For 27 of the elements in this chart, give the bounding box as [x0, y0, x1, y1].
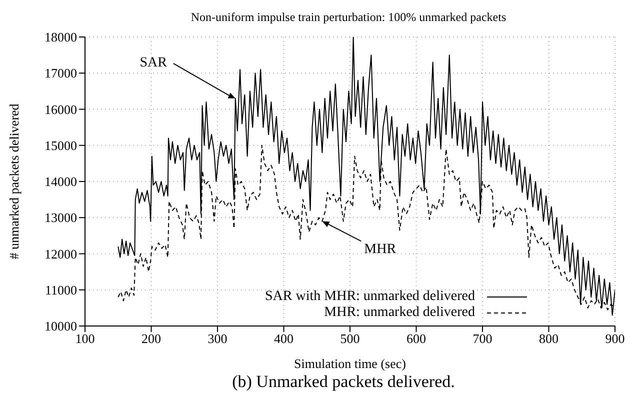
y-tick-label: 12000	[44, 246, 77, 262]
x-tick-label: 800	[539, 331, 558, 346]
y-tick-label: 17000	[44, 66, 77, 81]
y-tick-label: 18000	[44, 30, 77, 45]
x-tick-label: 900	[605, 331, 625, 346]
y-tick-label: 11000	[44, 282, 77, 298]
x-tick-label: 600	[406, 331, 426, 346]
x-tick-label: 400	[274, 331, 294, 346]
y-tick-label: 15000	[44, 138, 77, 153]
x-tick-label: 700	[472, 331, 492, 346]
x-tick-label: 200	[142, 331, 161, 346]
annotation: MHR	[364, 242, 397, 258]
y-tick-label: 10000	[44, 318, 77, 334]
annotation: SAR	[140, 55, 168, 70]
legend-label: SAR with MHR: unmarked delivered	[265, 289, 475, 305]
x-axis-title: Simulation time (sec)	[294, 356, 406, 371]
x-tick-label: 500	[340, 331, 360, 346]
legend-label: MHR: unmarked delivered	[324, 305, 475, 321]
y-tick-label: 13000	[44, 210, 77, 226]
y-tick-label: 16000	[44, 102, 77, 117]
x-tick-label: 300	[208, 331, 228, 346]
chart-title: Non-uniform impulse train perturbation: 100% unmarked packets	[190, 9, 508, 26]
y-tick-label: 14000	[44, 174, 77, 190]
line-series	[118, 37, 615, 316]
y-axis-title: # unmarked packets delivered	[6, 103, 22, 260]
x-tick-label: 100	[75, 331, 95, 346]
text: (b) Unmarked packets delivered.	[231, 372, 456, 392]
